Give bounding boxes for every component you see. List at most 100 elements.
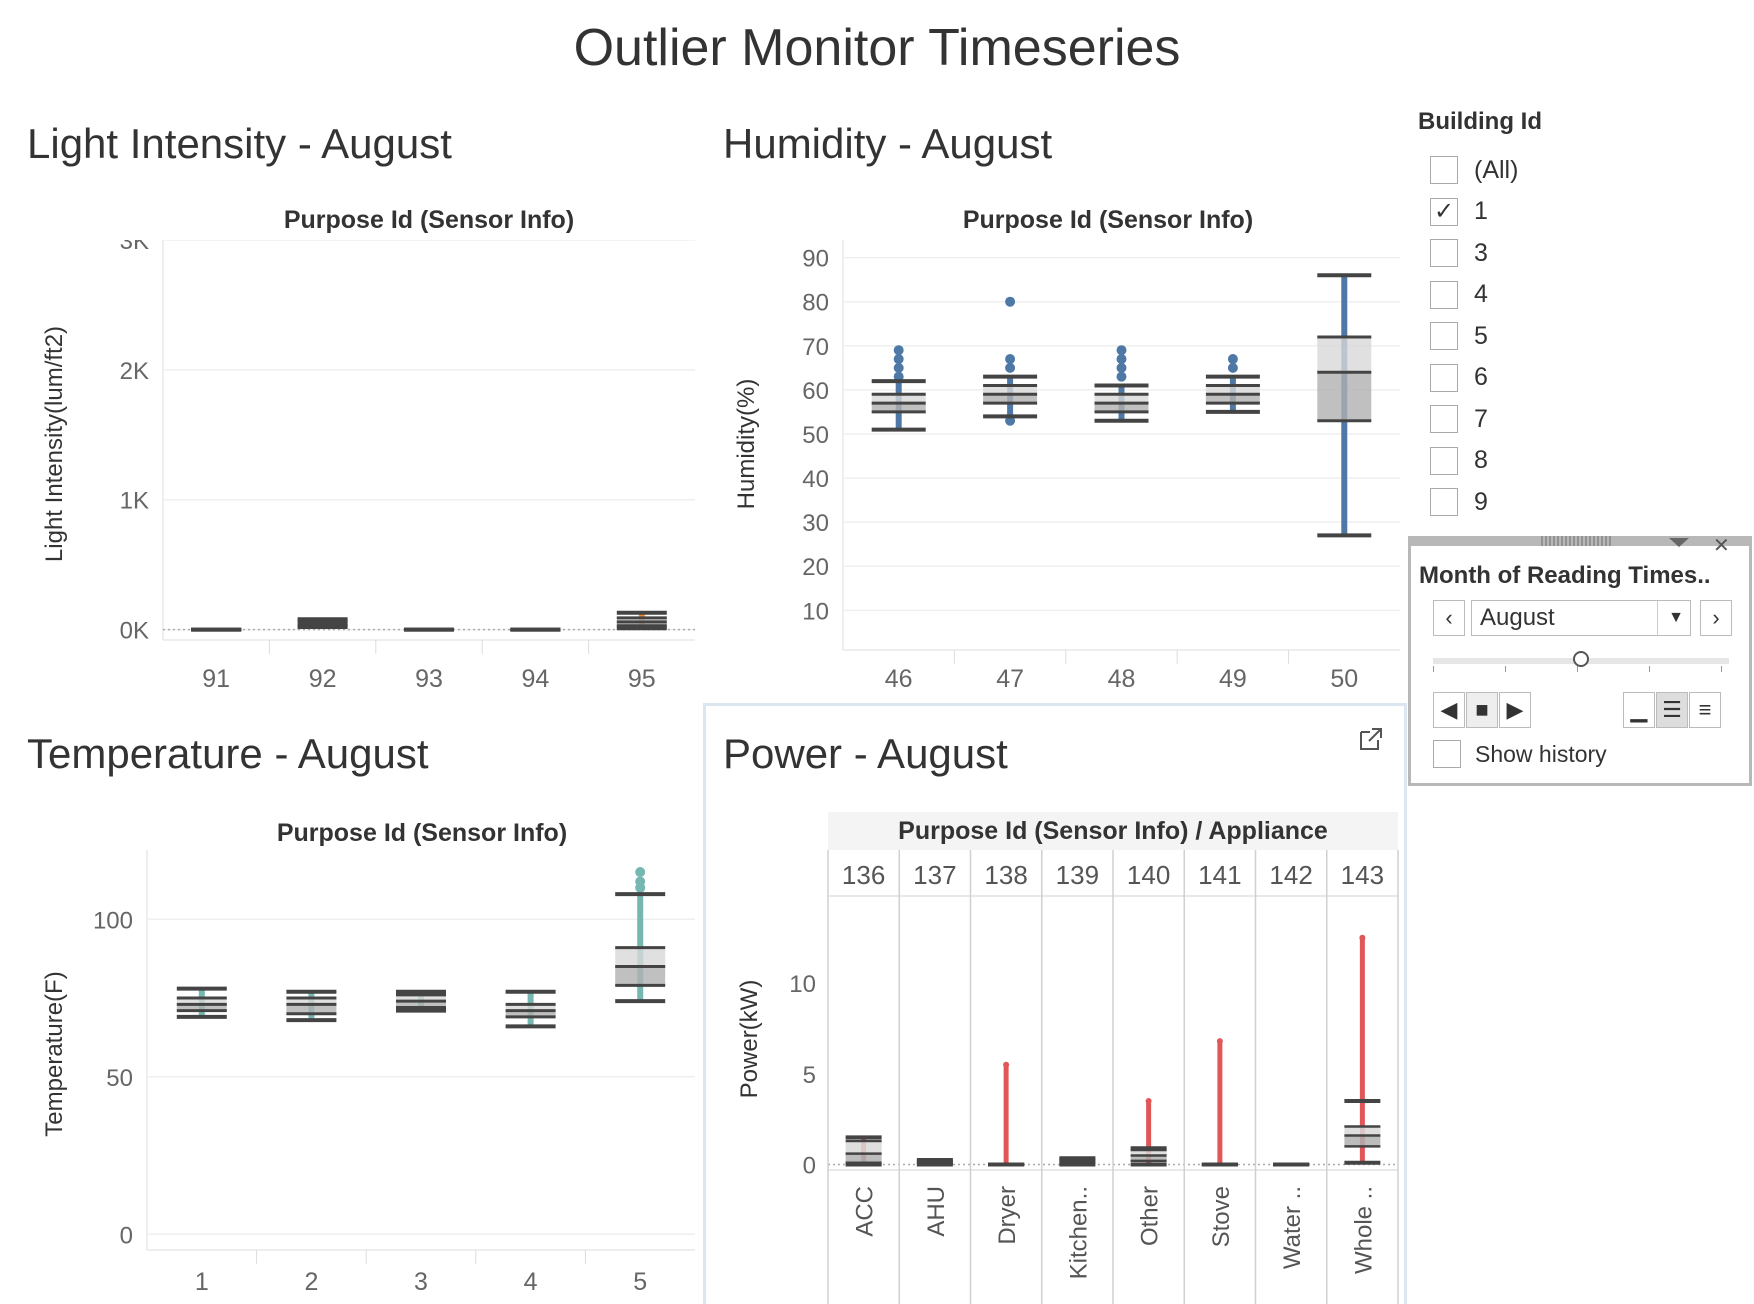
outlier-point xyxy=(635,867,646,878)
dashboard-title: Outlier Monitor Timeseries xyxy=(573,19,1181,77)
building-filter-item-label: (All) xyxy=(1474,155,1519,184)
drag-handle-icon[interactable] xyxy=(1541,536,1613,546)
checkbox-checked-icon[interactable]: ✓ xyxy=(1430,197,1458,226)
checkbox-icon[interactable] xyxy=(1430,488,1458,516)
page-slider[interactable] xyxy=(1433,651,1729,672)
purpose-id-label: 142 xyxy=(1269,860,1312,890)
humidity-chart[interactable]: 10 20 30 40 50 60 70 80 90 46 47 48 49 50 xyxy=(700,240,1405,700)
building-filter-item-label: 3 xyxy=(1474,238,1488,267)
next-page-button[interactable]: › xyxy=(1700,600,1732,636)
page-control-title: Month of Reading Times.. xyxy=(1419,562,1711,589)
power-chart[interactable]: 0 5 10 136 ACC 137 AHU 138 Dryer 139 Kitchen.. 140 O… xyxy=(703,850,1407,1304)
box-upper xyxy=(615,947,666,967)
building-filter-item[interactable]: (All) xyxy=(1430,152,1518,188)
building-filter-title: Building Id xyxy=(1418,108,1542,135)
slider-thumb[interactable] xyxy=(1573,651,1589,667)
appliance-label: Stove xyxy=(1208,1186,1235,1247)
x-tick-label: 1 xyxy=(195,1268,209,1296)
checkbox-icon[interactable] xyxy=(1430,239,1458,267)
building-filter-item[interactable]: ✓ 1 xyxy=(1430,194,1488,230)
y-tick-label: 10 xyxy=(802,598,829,625)
box-upper xyxy=(505,1004,556,1011)
x-tick-label: 49 xyxy=(1219,665,1247,693)
speed-slow-button[interactable]: ▁ xyxy=(1623,692,1655,728)
box-upper xyxy=(1094,394,1149,404)
appliance-label: Other xyxy=(1137,1186,1164,1246)
y-tick-label: 3K xyxy=(120,240,149,255)
chevron-right-icon: › xyxy=(1712,605,1720,630)
stop-button[interactable]: ■ xyxy=(1466,692,1498,728)
menu-dropdown-icon[interactable] xyxy=(1669,538,1689,547)
y-tick-label: 0K xyxy=(120,618,149,645)
box-lower xyxy=(1130,1155,1167,1161)
x-tick-label: 46 xyxy=(885,665,913,693)
y-tick-label: 70 xyxy=(802,334,829,361)
box-lower xyxy=(616,621,667,626)
checkbox-icon[interactable] xyxy=(1430,322,1458,350)
purpose-id-label: 138 xyxy=(984,860,1027,890)
purpose-id-label: 137 xyxy=(913,860,956,890)
outlier-point xyxy=(893,354,904,365)
appliance-label: ACC xyxy=(852,1186,879,1237)
checkbox-icon[interactable] xyxy=(1430,446,1458,475)
month-page-control[interactable]: ✕ Month of Reading Times.. ‹ August ▼ › … xyxy=(1408,535,1752,786)
stop-icon: ■ xyxy=(1475,697,1489,722)
box-upper xyxy=(396,994,446,1002)
x-tick-label: 4 xyxy=(524,1268,538,1296)
checkbox-icon[interactable] xyxy=(1430,363,1458,392)
y-tick-label: 10 xyxy=(789,971,816,998)
x-tick-label: 2 xyxy=(304,1268,318,1296)
x-tick-label: 95 xyxy=(628,665,656,693)
checkbox-icon[interactable] xyxy=(1430,405,1458,433)
prev-page-button[interactable]: ‹ xyxy=(1433,600,1465,636)
x-tick-label: 94 xyxy=(521,665,549,693)
power-header: Purpose Id (Sensor Info) / Appliance xyxy=(828,812,1398,850)
purpose-id-label: 140 xyxy=(1127,860,1170,890)
chevron-left-icon: ‹ xyxy=(1445,605,1453,630)
humidity-title: Humidity - August xyxy=(723,120,1053,167)
purpose-id-label: 143 xyxy=(1341,860,1384,890)
close-icon[interactable]: ✕ xyxy=(1713,535,1730,557)
checkbox-icon[interactable] xyxy=(1430,280,1458,309)
play-backward-icon: ◀ xyxy=(1440,697,1458,722)
outlier-point xyxy=(1359,934,1366,941)
power-sheet-border xyxy=(703,703,1407,1304)
light-intensity-chart[interactable]: 0K 1K 2K 3K 91 92 93 94 95 xyxy=(0,240,700,700)
show-history-checkbox[interactable]: Show history xyxy=(1433,740,1607,768)
box-upper xyxy=(1205,385,1260,395)
popout-icon[interactable] xyxy=(1358,726,1384,752)
speed-medium-button[interactable]: ☰ xyxy=(1656,692,1688,728)
appliance-label: Water .. xyxy=(1279,1186,1306,1269)
box-upper xyxy=(1317,336,1372,373)
building-filter-item[interactable]: 3 xyxy=(1430,235,1488,271)
y-tick-label: 1K xyxy=(120,488,149,515)
building-filter-item[interactable]: 8 xyxy=(1430,443,1488,479)
outlier-point xyxy=(1145,1098,1152,1105)
month-select[interactable]: August ▼ xyxy=(1471,600,1691,636)
x-tick-label: 91 xyxy=(202,665,230,693)
x-tick-label: 50 xyxy=(1330,665,1358,693)
speed-fast-button[interactable]: ≡ xyxy=(1689,692,1721,728)
outlier-point xyxy=(1005,362,1016,373)
temperature-chart[interactable]: 0 50 100 1 2 3 4 5 xyxy=(0,850,700,1300)
building-filter-item[interactable]: 4 xyxy=(1430,277,1488,313)
show-history-box[interactable] xyxy=(1433,740,1461,768)
y-tick-label: 50 xyxy=(802,422,829,449)
outlier-point xyxy=(1227,362,1238,373)
box-upper xyxy=(871,394,926,404)
building-filter-item[interactable]: 5 xyxy=(1430,318,1488,354)
play-forward-button[interactable]: ▶ xyxy=(1499,692,1531,728)
x-tick-label: 5 xyxy=(633,1268,647,1296)
x-tick-label: 3 xyxy=(414,1268,428,1296)
checkbox-icon[interactable] xyxy=(1430,156,1458,184)
building-filter-item[interactable]: 9 xyxy=(1430,484,1488,520)
outlier-point xyxy=(1005,296,1016,307)
play-forward-icon: ▶ xyxy=(1506,697,1524,722)
building-filter-item[interactable]: 7 xyxy=(1430,401,1488,437)
y-tick-label: 100 xyxy=(93,907,133,934)
play-backward-button[interactable]: ◀ xyxy=(1433,692,1465,728)
box-lower xyxy=(1094,403,1149,412)
building-filter-item[interactable]: 6 xyxy=(1430,360,1488,396)
x-tick-label: 47 xyxy=(996,665,1024,693)
box-upper xyxy=(983,385,1038,395)
